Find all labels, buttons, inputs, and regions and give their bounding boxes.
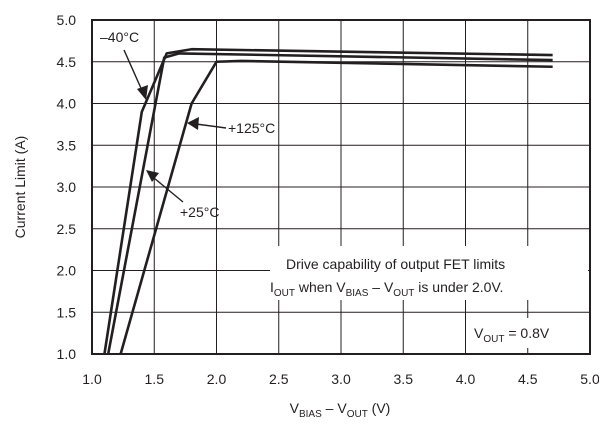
y-tick-label: 1.0: [57, 346, 77, 362]
x-tick-label: 3.0: [331, 371, 351, 387]
y-tick-label: 1.5: [57, 304, 77, 320]
y-tick-label: 4.5: [57, 54, 77, 70]
plot-frame: [91, 19, 591, 355]
label-minus40: –40°C: [100, 29, 139, 45]
x-tick-label: 5.0: [580, 371, 599, 387]
arrowhead-plus25: [146, 170, 159, 182]
tick-labels: 1.0 1.5 2.0 2.5 3.0 3.5 4.0 4.5 5.0 1.0 1.5 2.0 2.5 3…: [57, 12, 599, 387]
vout-label: VOUT = 0.8V: [474, 325, 550, 345]
arrow-minus40: [123, 49, 145, 96]
series-line-0: [103, 47, 553, 355]
label-plus25: +25°C: [180, 204, 219, 220]
y-tick-label: 5.0: [57, 12, 77, 28]
y-tick-label: 4.0: [57, 96, 77, 112]
x-tick-label: 1.0: [82, 371, 102, 387]
series-line-2: [119, 59, 553, 355]
x-tick-label: 2.5: [269, 371, 289, 387]
x-tick-label: 3.5: [394, 371, 414, 387]
note-line-1: Drive capability of output FET limits: [286, 256, 505, 272]
note-box: [270, 246, 588, 300]
arrow-plus125: [195, 123, 227, 129]
y-tick-label: 2.5: [57, 221, 77, 237]
curves: [103, 47, 553, 355]
x-tick-label: 4.0: [456, 371, 476, 387]
arrowhead-minus40: [137, 85, 148, 100]
y-tick-label: 2.0: [57, 263, 77, 279]
label-plus125: +125°C: [228, 120, 275, 136]
arrow-plus25: [153, 177, 184, 203]
x-tick-label: 2.0: [207, 371, 227, 387]
y-axis-title: Current Limit (A): [12, 136, 28, 239]
series-line-1: [106, 52, 553, 355]
x-axis-title: VBIAS – VOUT (V): [290, 400, 391, 420]
vout-box: [466, 318, 588, 348]
x-tick-label: 4.5: [518, 371, 538, 387]
y-tick-label: 3.5: [57, 137, 77, 153]
arrowhead-plus125: [187, 117, 199, 130]
x-tick-label: 1.5: [145, 371, 165, 387]
note-line-2: IOUT when VBIAS – VOUT is under 2.0V.: [270, 279, 503, 299]
y-tick-label: 3.0: [57, 179, 77, 195]
